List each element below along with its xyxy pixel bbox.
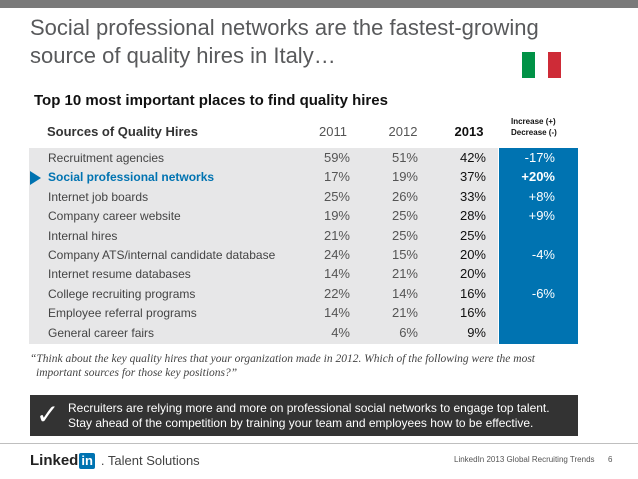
table-header: Sources of Quality Hires 2011 2012 2013 bbox=[0, 122, 638, 146]
cell-2012: 19% bbox=[391, 169, 418, 185]
cell-2011: 24% bbox=[323, 247, 350, 262]
cell-2011: 14% bbox=[323, 305, 350, 321]
top-bar bbox=[0, 0, 638, 8]
cell-source: General career fairs bbox=[48, 325, 155, 340]
linkedin-logo: Linked in . Talent Solutions bbox=[30, 452, 200, 469]
header-sources: Sources of Quality Hires bbox=[47, 124, 198, 139]
cell-source: Company career website bbox=[48, 209, 181, 224]
cell-2013: 42% bbox=[459, 150, 486, 165]
cell-2013: 33% bbox=[459, 188, 486, 204]
title-line-1: Social professional networks are the fas… bbox=[30, 15, 539, 40]
cell-2012: 26% bbox=[391, 188, 418, 204]
cell-change: +8% bbox=[528, 188, 555, 204]
table-row: General career fairs 4% 6% 9% bbox=[0, 323, 638, 342]
header-2011: 2011 bbox=[319, 124, 347, 139]
cell-2011: 59% bbox=[323, 150, 350, 165]
flag-stripe-white bbox=[535, 52, 548, 78]
cell-source: Internet job boards bbox=[48, 189, 149, 204]
cell-2011: 21% bbox=[323, 227, 350, 243]
logo-talent-solutions: . Talent Solutions bbox=[100, 453, 200, 468]
cell-2012: 15% bbox=[391, 247, 418, 262]
survey-question: “Think about the key quality hires that … bbox=[30, 352, 590, 380]
survey-question-line-1: “Think about the key quality hires that … bbox=[30, 353, 535, 365]
cell-2011: 22% bbox=[323, 285, 350, 301]
cell-2013: 37% bbox=[459, 169, 486, 185]
cell-2012: 25% bbox=[391, 227, 418, 243]
cell-source: Recruitment agencies bbox=[48, 151, 165, 165]
cell-2013: 9% bbox=[467, 324, 486, 340]
cell-change: -17% bbox=[524, 150, 555, 165]
logo-linked-text: Linked bbox=[30, 452, 79, 469]
cell-2013: 20% bbox=[459, 266, 486, 282]
cell-2011: 19% bbox=[323, 208, 350, 224]
table-row: Employee referral programs 14% 21% 16% bbox=[0, 303, 638, 322]
cell-2012: 25% bbox=[391, 208, 418, 224]
footer-source: LinkedIn 2013 Global Recruiting Trends bbox=[454, 455, 595, 464]
page-title: Social professional networks are the fas… bbox=[30, 14, 550, 70]
callout-line-1: Recruiters are relying more and more on … bbox=[68, 401, 550, 415]
table-row: Company ATS/internal candidate database 2… bbox=[0, 245, 638, 264]
callout-text: Recruiters are relying more and more on … bbox=[68, 401, 550, 431]
flag-stripe-green bbox=[522, 52, 535, 78]
cell-source: Internal hires bbox=[48, 228, 118, 243]
table-row: Internal hires 21% 25% 25% bbox=[0, 226, 638, 245]
cell-source: Employee referral programs bbox=[48, 306, 197, 321]
header-2012: 2012 bbox=[388, 124, 418, 139]
cell-change: +20% bbox=[521, 169, 555, 185]
callout-box: ✓ Recruiters are relying more and more o… bbox=[30, 395, 578, 436]
footer-divider bbox=[0, 443, 638, 444]
table-row: Internet resume databases 14% 21% 20% bbox=[0, 264, 638, 283]
cell-2011: 17% bbox=[323, 169, 350, 185]
cell-2011: 25% bbox=[323, 188, 350, 204]
flag-stripe-red bbox=[548, 52, 561, 78]
cell-2012: 6% bbox=[399, 324, 418, 340]
cell-2013: 16% bbox=[459, 305, 486, 321]
table-background bbox=[29, 148, 498, 344]
cell-2012: 21% bbox=[391, 305, 418, 321]
cell-source: Company ATS/internal candidate database bbox=[48, 248, 276, 262]
italy-flag-icon bbox=[522, 52, 561, 78]
cell-change: -6% bbox=[531, 285, 555, 301]
cell-source: Internet resume databases bbox=[48, 267, 191, 282]
logo-in-badge: in bbox=[79, 452, 95, 469]
cell-2011: 14% bbox=[323, 266, 350, 282]
survey-question-line-2: important sources for those key position… bbox=[36, 367, 238, 379]
table-row: College recruiting programs 22% 14% 16% -6% bbox=[0, 284, 638, 303]
cell-2013: 28% bbox=[459, 208, 486, 224]
header-change-decrease: Decrease (-) bbox=[511, 128, 557, 137]
cell-2012: 51% bbox=[391, 150, 418, 165]
highlight-arrow-icon bbox=[30, 171, 41, 186]
cell-change: +9% bbox=[528, 208, 555, 224]
table-row: Social professional networks 17% 19% 37% +20… bbox=[0, 167, 638, 186]
cell-2013: 16% bbox=[459, 285, 486, 301]
cell-source: College recruiting programs bbox=[48, 286, 196, 301]
chart-subtitle: Top 10 most important places to find qua… bbox=[34, 92, 388, 109]
cell-2013: 20% bbox=[459, 247, 486, 262]
table-row: Internet job boards 25% 26% 33% +8% bbox=[0, 187, 638, 206]
cell-source: Social professional networks bbox=[48, 170, 215, 185]
cell-2012: 14% bbox=[391, 285, 418, 301]
change-column-background bbox=[499, 148, 578, 344]
cell-2013: 25% bbox=[459, 227, 486, 243]
header-2013: 2013 bbox=[454, 124, 484, 139]
title-line-2: source of quality hires in Italy… bbox=[30, 43, 336, 68]
callout-line-2: Stay ahead of the competition by trainin… bbox=[68, 416, 534, 430]
cell-change: -4% bbox=[531, 247, 555, 262]
cell-2011: 4% bbox=[331, 324, 350, 340]
table-row: Company career website 19% 25% 28% +9% bbox=[0, 206, 638, 225]
table-row: Recruitment agencies 59% 51% 42% -17% bbox=[0, 148, 638, 167]
header-change-increase: Increase (+) bbox=[511, 117, 556, 126]
checkmark-icon: ✓ bbox=[36, 399, 60, 430]
cell-2012: 21% bbox=[391, 266, 418, 282]
header-change: Increase (+) Decrease (-) bbox=[511, 116, 557, 138]
page-number: 6 bbox=[608, 455, 613, 464]
